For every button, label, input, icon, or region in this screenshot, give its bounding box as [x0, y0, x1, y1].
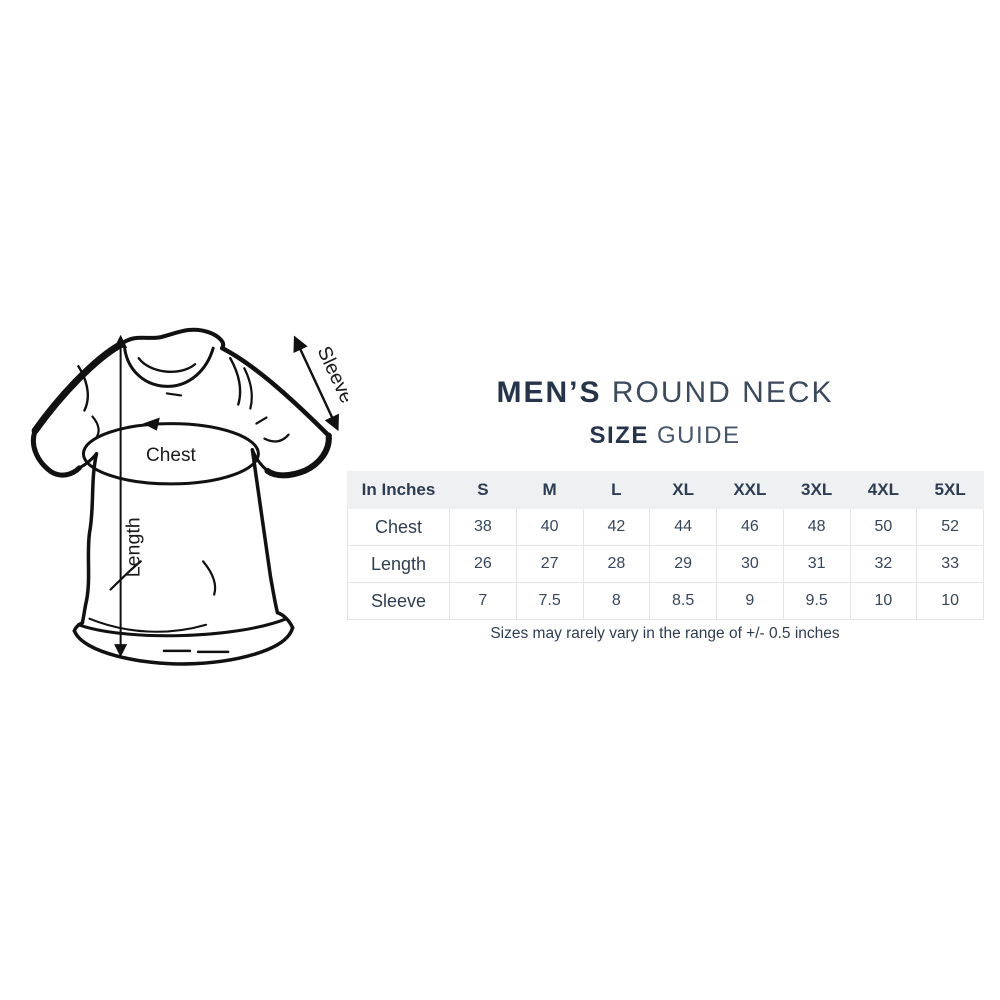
tshirt-left-cuff	[30, 428, 82, 478]
sleeve-label: Sleeve	[313, 343, 348, 407]
chest-measure-ellipse	[81, 422, 260, 486]
cell-sleeve-m: 7.5	[515, 582, 584, 620]
cell-length-xl: 29	[649, 545, 717, 583]
tshirt-wrinkle	[263, 433, 290, 443]
tshirt-hem-wrinkle	[88, 617, 208, 633]
tshirt-left-side	[80, 451, 99, 625]
cell-length-5xl: 33	[916, 545, 984, 583]
col-header-xl: XL	[649, 471, 717, 509]
chest-label: Chest	[146, 445, 197, 466]
tshirt-wrinkle	[243, 367, 253, 410]
row-label-sleeve: Sleeve	[347, 582, 450, 620]
tshirt-left-shoulder	[31, 341, 124, 435]
page-subtitle: SIZE GUIDE	[347, 422, 983, 450]
table-row-sleeve: Sleeve 7 7.5 8 8.5 9 9.5 10 10	[347, 582, 984, 620]
col-header-3xl: 3XL	[782, 471, 851, 509]
tshirt-collar-inner	[123, 346, 215, 388]
size-variance-note: Sizes may rarely vary in the range of +/…	[490, 625, 840, 642]
cell-sleeve-5xl: 10	[916, 582, 984, 620]
tshirt-measurement-diagram: Chest Length Sleeve	[30, 327, 348, 666]
cell-length-4xl: 32	[849, 545, 918, 583]
tshirt-wrinkle	[77, 365, 90, 412]
tshirt-collar-tick	[165, 392, 183, 397]
cell-sleeve-4xl: 10	[849, 582, 918, 620]
tshirt-hem-top	[76, 617, 289, 638]
tshirt-collar-outer	[117, 327, 226, 351]
cell-sleeve-xxl: 9	[716, 582, 784, 620]
cell-length-3xl: 31	[782, 545, 851, 583]
col-header-xxl: XXL	[716, 471, 784, 509]
col-header-s: S	[449, 471, 517, 509]
col-header-m: M	[515, 471, 584, 509]
cell-sleeve-s: 7	[449, 582, 517, 620]
tshirt-wrinkle	[255, 416, 268, 425]
tshirt-collar-detail	[137, 357, 197, 373]
cell-chest-4xl: 50	[849, 508, 918, 546]
row-label-chest: Chest	[347, 508, 450, 546]
tshirt-hem-bottom	[72, 625, 295, 666]
page-subtitle-rest: GUIDE	[648, 422, 741, 449]
row-label-length: Length	[347, 545, 450, 583]
col-header-5xl: 5XL	[916, 471, 984, 509]
cell-length-l: 28	[582, 545, 651, 583]
length-label: Length	[123, 517, 145, 577]
cell-chest-xxl: 46	[716, 508, 784, 546]
cell-length-m: 27	[515, 545, 584, 583]
col-header-4xl: 4XL	[849, 471, 918, 509]
tshirt-hem-dashes	[162, 649, 230, 654]
page-title: MEN’S ROUND NECK	[347, 376, 983, 410]
tshirt-right-side	[250, 447, 280, 615]
page-title-bold: MEN’S	[496, 376, 602, 409]
cell-sleeve-xl: 8.5	[649, 582, 717, 620]
cell-chest-xl: 44	[649, 508, 717, 546]
sleeve-measure-arrow	[293, 335, 339, 432]
tshirt-right-shoulder	[219, 345, 332, 438]
chest-arrowhead-icon	[142, 417, 160, 431]
cell-chest-3xl: 48	[782, 508, 851, 546]
cell-chest-5xl: 52	[916, 508, 984, 546]
page-title-rest: ROUND NECK	[601, 376, 834, 409]
table-row-chest: Chest 38 40 42 44 46 48 50 52	[347, 508, 984, 546]
tshirt-wrinkle	[91, 415, 100, 440]
tshirt-wrinkle	[229, 357, 242, 406]
cell-length-xxl: 30	[716, 545, 784, 583]
page-subtitle-bold: SIZE	[589, 422, 649, 449]
tshirt-wrinkle	[201, 560, 217, 596]
col-header-unit: In Inches	[347, 471, 450, 509]
size-table-header-row: In Inches S M L XL XXL 3XL 4XL 5XL	[347, 471, 984, 509]
size-table: In Inches S M L XL XXL 3XL 4XL 5XL Chest…	[347, 471, 984, 620]
tshirt-right-cuff	[264, 432, 332, 479]
cell-chest-l: 42	[582, 508, 651, 546]
cell-chest-s: 38	[449, 508, 517, 546]
col-header-l: L	[582, 471, 651, 509]
table-row-length: Length 26 27 28 29 30 31 32 33	[347, 545, 984, 583]
header-titles: MEN’S ROUND NECK SIZE GUIDE	[347, 376, 983, 450]
cell-sleeve-3xl: 9.5	[782, 582, 851, 620]
cell-sleeve-l: 8	[582, 582, 651, 620]
cell-length-s: 26	[449, 545, 517, 583]
cell-chest-m: 40	[515, 508, 584, 546]
